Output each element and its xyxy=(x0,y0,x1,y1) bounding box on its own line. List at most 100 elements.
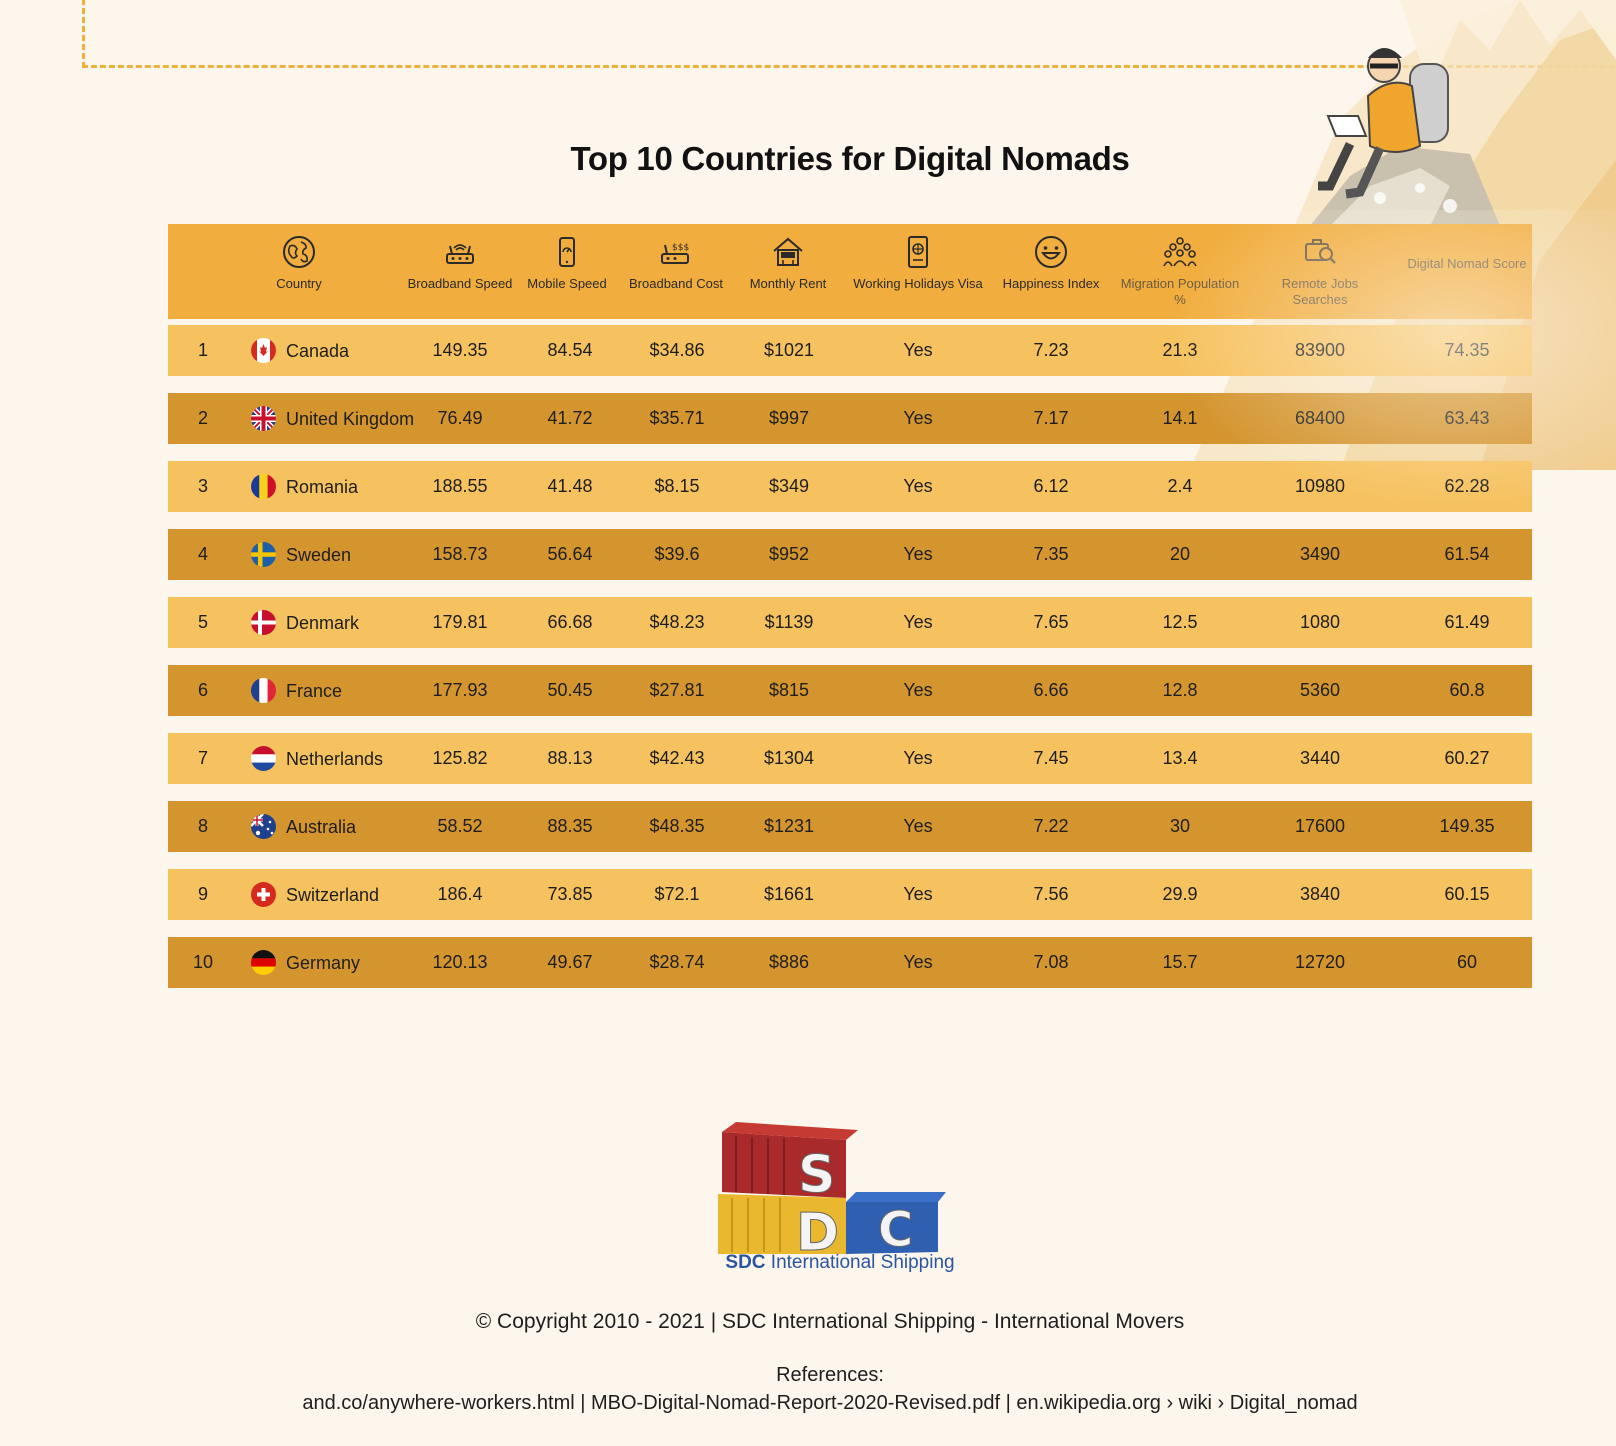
monthly-rent-cell: $815 xyxy=(768,680,810,700)
working-holidays-visa-cell: Yes xyxy=(903,476,933,496)
hiker-with-laptop-illustration xyxy=(1310,48,1500,226)
mobile-speed-cell: 84.54 xyxy=(547,340,593,360)
digital-nomad-score-cell: 61.49 xyxy=(1444,612,1490,632)
rent-house-icon xyxy=(773,237,803,266)
copyright-text: © Copyright 2010 - 2021 | SDC Internatio… xyxy=(475,1310,1185,1333)
column-header-mobile-speed: Mobile Speed xyxy=(502,234,632,292)
country-cell: France xyxy=(286,680,343,701)
happiness-index-cell: 7.45 xyxy=(1033,748,1069,768)
broadband-cost-cell: $8.15 xyxy=(654,476,700,496)
globe-icon xyxy=(283,236,315,268)
happiness-index-cell: 7.08 xyxy=(1033,952,1069,972)
digital-nomad-score-cell: 74.35 xyxy=(1444,340,1490,360)
monthly-rent-cell: $1661 xyxy=(763,884,815,904)
country-cell: Australia xyxy=(286,816,357,837)
mobile-speed-cell: 56.64 xyxy=(547,544,593,564)
monthly-rent-cell: $1304 xyxy=(763,748,815,768)
column-header-label: Remote Jobs Searches xyxy=(1281,276,1359,307)
working-holidays-visa-cell: Yes xyxy=(903,612,933,632)
column-header-label: Digital Nomad Score xyxy=(1407,256,1527,271)
switzerland-flag-icon xyxy=(251,882,276,907)
monthly-rent-cell: $952 xyxy=(768,544,810,564)
denmark-flag-icon xyxy=(251,610,276,635)
country-cell: United Kingdom xyxy=(286,408,415,429)
table-row: 6 France 177.93 50.45 $27.81 $815 Yes 6.66 12.8 5… xyxy=(168,665,1532,716)
remote-jobs-searches-cell: 3490 xyxy=(1299,544,1341,564)
mobile-speed-cell: 50.45 xyxy=(547,680,593,700)
country-cell: Sweden xyxy=(286,544,352,565)
remote-jobs-searches-cell: 10980 xyxy=(1294,476,1346,496)
monthly-rent-cell: $886 xyxy=(768,952,810,972)
column-header-country: Country xyxy=(234,234,364,292)
broadband-cost-cell: $34.86 xyxy=(649,340,705,360)
logo-letter-s: S xyxy=(798,1145,835,1205)
broadband-speed-cell: 186.4 xyxy=(437,884,483,904)
digital-nomad-score-cell: 62.28 xyxy=(1444,476,1490,496)
migration-population-cell: 29.9 xyxy=(1162,884,1198,904)
netherlands-flag-icon xyxy=(251,746,276,771)
migration-population-cell: 15.7 xyxy=(1162,952,1198,972)
nomad-table: Country Broadband Speed Mobile Speed $$$… xyxy=(168,224,1532,988)
table-header: Country Broadband Speed Mobile Speed $$$… xyxy=(168,224,1532,319)
page-title: Top 10 Countries for Digital Nomads xyxy=(570,140,1130,177)
passport-icon xyxy=(908,236,928,268)
happiness-index-cell: 7.35 xyxy=(1033,544,1069,564)
broadband-cost-cell: $27.81 xyxy=(649,680,705,700)
migration-population-cell: 2.4 xyxy=(1167,476,1193,496)
broadband-speed-cell: 125.82 xyxy=(432,748,488,768)
table-row: 9 Switzerland 186.4 73.85 $72.1 $1661 Yes 7.56 2… xyxy=(168,869,1532,920)
table-row: 10 Germany 120.13 49.67 $28.74 $886 Yes 7.08 15.… xyxy=(168,937,1532,988)
broadband-cost-cell: $72.1 xyxy=(654,884,700,904)
broadband-speed-cell: 120.13 xyxy=(432,952,488,972)
mobile-speed-icon xyxy=(559,237,575,267)
working-holidays-visa-cell: Yes xyxy=(903,748,933,768)
working-holidays-visa-cell: Yes xyxy=(903,952,933,972)
rank-cell: 3 xyxy=(197,476,208,496)
table-row: 8 Australia 58.52 88.35 $48.35 $1231 Yes 7.22 30… xyxy=(168,801,1532,852)
france-flag-icon xyxy=(251,678,276,703)
happiness-index-cell: 7.56 xyxy=(1033,884,1069,904)
canada-flag-icon xyxy=(251,338,276,363)
column-header-label: Country xyxy=(276,276,322,291)
remote-jobs-searches-cell: 5360 xyxy=(1299,680,1341,700)
migration-population-cell: 13.4 xyxy=(1162,748,1198,768)
column-header-label: Happiness Index xyxy=(1002,276,1100,291)
happiness-index-cell: 7.23 xyxy=(1033,340,1069,360)
digital-nomad-score-cell: 61.54 xyxy=(1444,544,1490,564)
monthly-rent-cell: $1021 xyxy=(763,340,815,360)
broadband-speed-cell: 179.81 xyxy=(432,612,488,632)
mobile-speed-cell: 66.68 xyxy=(547,612,593,632)
remote-jobs-searches-cell: 1080 xyxy=(1299,612,1341,632)
working-holidays-visa-cell: Yes xyxy=(903,680,933,700)
broadband-speed-cell: 149.35 xyxy=(432,340,488,360)
migration-population-cell: 12.8 xyxy=(1162,680,1198,700)
table-row: 7 Netherlands 125.82 88.13 $42.43 $1304 Yes 7.4… xyxy=(168,733,1532,784)
broadband-cost-cell: $39.6 xyxy=(654,544,700,564)
migration-population-cell: 12.5 xyxy=(1162,612,1198,632)
table-row: 2 United Kingdom 76.49 41.72 $35.71 $997 Yes 7.… xyxy=(168,393,1532,444)
remote-jobs-searches-cell: 3440 xyxy=(1299,748,1341,768)
happiness-index-cell: 7.22 xyxy=(1033,816,1069,836)
happiness-index-cell: 7.65 xyxy=(1033,612,1069,632)
column-header-migration-population: Migration Population % xyxy=(1115,234,1245,308)
column-header-label: Broadband Speed xyxy=(407,276,513,291)
working-holidays-visa-cell: Yes xyxy=(903,340,933,360)
column-header-label: Working Holidays Visa xyxy=(853,276,983,291)
digital-nomad-score-cell: 60.8 xyxy=(1449,680,1485,700)
mobile-speed-cell: 41.72 xyxy=(547,408,593,428)
country-cell: Switzerland xyxy=(286,884,380,905)
mobile-speed-cell: 73.85 xyxy=(547,884,593,904)
column-header-monthly-rent: Monthly Rent xyxy=(723,234,853,292)
working-holidays-visa-cell: Yes xyxy=(903,884,933,904)
table-row: 1 Canada 149.35 84.54 $34.86 $1021 Yes 7.23 21.3… xyxy=(168,325,1532,376)
broadband-cost-cell: $48.23 xyxy=(649,612,705,632)
migration-population-cell: 30 xyxy=(1169,816,1191,836)
broadband-speed-cell: 158.73 xyxy=(432,544,488,564)
country-cell: Romania xyxy=(286,476,359,497)
rank-cell: 9 xyxy=(197,884,208,904)
remote-jobs-searches-cell: 3840 xyxy=(1299,884,1341,904)
broadband-speed-cell: 76.49 xyxy=(437,408,483,428)
logo-wordmark: SDC International Shipping xyxy=(700,1252,980,1274)
monthly-rent-cell: $1139 xyxy=(764,612,814,632)
rank-cell: 10 xyxy=(192,952,214,972)
